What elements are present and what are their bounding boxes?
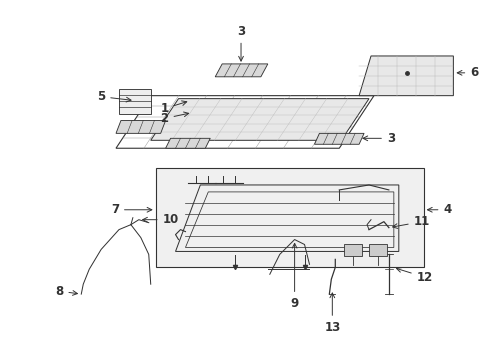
Text: 5: 5	[97, 90, 131, 103]
Polygon shape	[116, 121, 165, 133]
Text: 6: 6	[456, 66, 478, 79]
Polygon shape	[165, 138, 210, 148]
Polygon shape	[314, 133, 364, 144]
Bar	[344, 244, 361, 256]
Polygon shape	[119, 89, 150, 113]
Polygon shape	[150, 99, 368, 140]
Text: 7: 7	[111, 203, 151, 216]
Text: 8: 8	[55, 285, 77, 298]
Bar	[368, 244, 386, 256]
Polygon shape	[358, 56, 452, 96]
Bar	[155, 168, 423, 267]
Text: 1: 1	[160, 101, 186, 115]
Text: 2: 2	[160, 112, 188, 125]
Text: 12: 12	[396, 267, 432, 284]
Text: 3: 3	[237, 24, 244, 61]
Text: 11: 11	[392, 215, 429, 229]
Text: 9: 9	[290, 243, 298, 310]
Polygon shape	[215, 64, 267, 77]
Text: 10: 10	[142, 213, 179, 226]
Text: 3: 3	[362, 132, 394, 145]
Text: 13: 13	[324, 293, 340, 334]
Text: 4: 4	[427, 203, 451, 216]
